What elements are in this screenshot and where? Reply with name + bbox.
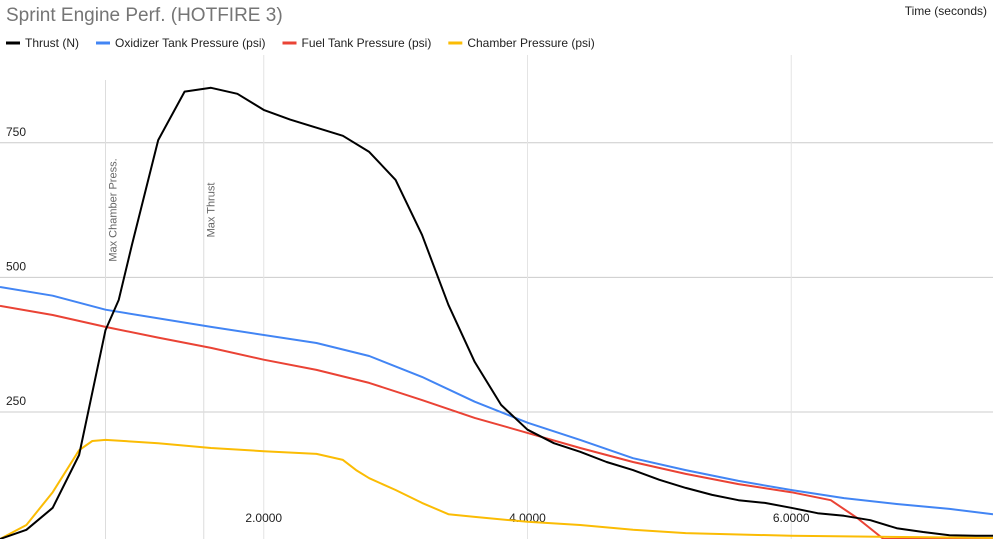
y-tick-label: 500 [6,260,26,274]
legend-label: Oxidizer Tank Pressure (psi) [115,36,266,50]
y-tick-label: 750 [6,125,26,139]
y-tick-label: 250 [6,394,26,408]
legend-label: Chamber Pressure (psi) [467,36,594,50]
series-line [0,304,993,539]
annotation-label: Max Chamber Press. [107,158,119,261]
chart-title: Sprint Engine Perf. (HOTFIRE 3) [6,5,283,26]
x-tick-label: 6.0000 [773,511,810,525]
series-line [0,286,993,516]
x-tick-label: 2.0000 [245,511,282,525]
series-line [0,86,993,539]
legend-label: Thrust (N) [25,36,79,50]
x-axis-title: Time (seconds) [905,4,987,18]
annotation-label: Max Thrust [206,183,218,238]
legend-label: Fuel Tank Pressure (psi) [302,36,432,50]
series-line [0,438,993,539]
